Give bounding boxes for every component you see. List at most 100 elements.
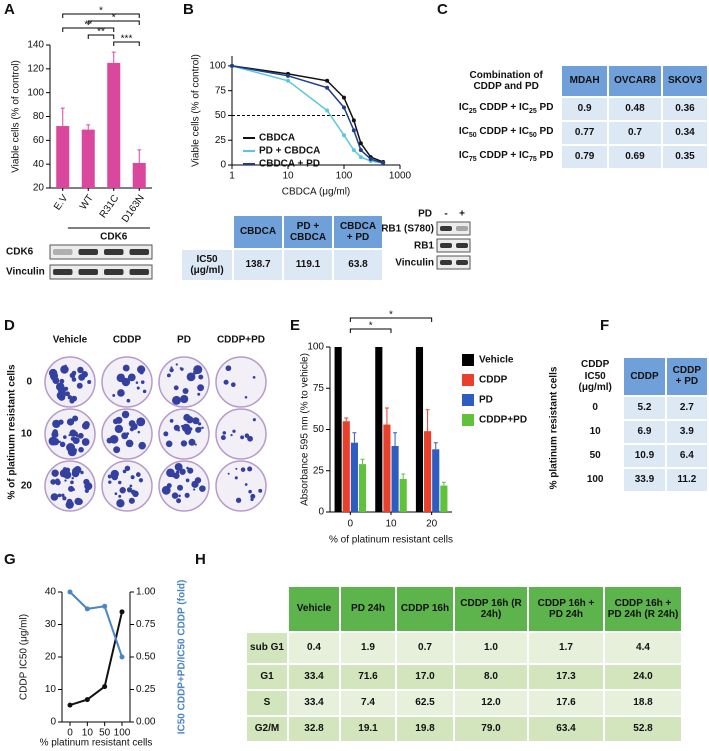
x-tick-label: 1 [229, 171, 235, 182]
plate-column-label: CDDP [113, 335, 142, 346]
y-tick-label: 40 [45, 587, 57, 598]
data-point [84, 606, 90, 612]
table-cell: 17.3 [529, 665, 603, 689]
table-row: IC50 CDDP + IC50 PD 0.77 0.7 0.34 [452, 122, 707, 144]
table-row: sub G1 0.4 1.9 0.7 1.0 1.7 4.4 [247, 633, 681, 663]
y-tick-label: 25 [215, 135, 227, 146]
colony [66, 418, 75, 426]
colony [194, 477, 202, 484]
colony [130, 489, 137, 495]
colony [173, 424, 180, 431]
y-tick-label: 0.00 [136, 717, 156, 728]
row-header: sub G1 [247, 633, 287, 663]
table-cell: 19.1 [341, 717, 395, 741]
plate-column-label: PD [177, 335, 191, 346]
colony [258, 488, 263, 493]
table-cell: 24.0 [605, 665, 681, 689]
y-tick-label: 0 [318, 507, 324, 518]
table-cell: 8.0 [455, 665, 527, 689]
table-cell: 11.2 [666, 468, 707, 491]
corner-header: Combination of CDDP and PD [469, 69, 543, 93]
y-tick-label: 100 [307, 342, 324, 353]
panel-letter: G [4, 551, 16, 568]
table-cell: 63.4 [529, 717, 603, 741]
panel-letter: A [4, 1, 15, 18]
colony [106, 437, 113, 444]
colony [198, 374, 204, 380]
y-axis-label: Absorbance 595 nm (% to vehicle) [300, 353, 311, 506]
table-cell: 4.4 [605, 633, 681, 663]
table-cell: 62.5 [397, 691, 453, 715]
legend-label: CDDP [479, 375, 508, 386]
colony [244, 395, 248, 399]
bar [132, 162, 146, 188]
colony [125, 439, 134, 448]
table-row: S 33.4 7.4 62.5 12.0 17.6 18.8 [247, 691, 681, 715]
colony [51, 469, 59, 477]
y-tick-label: 0.50 [136, 652, 156, 663]
error-bar [441, 481, 446, 486]
group-label: CDK6 [100, 232, 128, 243]
colony [117, 389, 125, 397]
bar [391, 446, 399, 512]
series-line [69, 591, 123, 658]
colony [68, 434, 71, 437]
table-cell: 0.36 [662, 98, 707, 120]
colony [78, 446, 84, 453]
plate [215, 460, 267, 512]
blot-band [129, 249, 149, 255]
data-point [286, 73, 290, 78]
colony [60, 365, 69, 374]
plate [215, 356, 267, 408]
table-row: CDDP IC50 (μg/ml) CDDP CDDP + PD [568, 358, 707, 395]
y-tick-label: 50 [215, 110, 227, 121]
column-header: CDDP + PD [666, 358, 707, 395]
colony [194, 443, 197, 446]
colony [58, 440, 61, 444]
colony [77, 432, 84, 439]
colony [107, 474, 112, 479]
colony [197, 422, 202, 426]
colony [121, 377, 131, 387]
blot-band [440, 226, 452, 231]
colony [84, 488, 89, 493]
blot [436, 238, 471, 253]
colony [193, 370, 198, 375]
column-header: CDDP 16h (R 24h) [455, 587, 527, 631]
table-cell: 17.0 [397, 665, 453, 689]
column-header: PD 24h [341, 587, 395, 631]
series-line [69, 611, 123, 707]
data-point [342, 105, 346, 110]
legend-label: PD + CBDCA [259, 146, 320, 157]
colony [64, 391, 70, 397]
y-tick-label: 140 [27, 40, 44, 51]
label-part: 50 [468, 131, 477, 139]
table-row: IC50 (μg/ml) 138.7 119.1 63.8 [182, 250, 382, 280]
data-point [342, 133, 346, 138]
table-cell: 33.4 [289, 665, 339, 689]
blot-band [129, 269, 149, 275]
colony [252, 375, 256, 379]
label-part: CDDP + IC [476, 149, 529, 161]
table-cell: 138.7 [234, 250, 282, 280]
y-axis-label: Viable cells (% of control) [11, 60, 22, 173]
blot-band [53, 269, 73, 275]
y-tick-label: 60 [33, 135, 45, 146]
colony [69, 372, 76, 379]
plate [215, 408, 267, 460]
colony [232, 429, 236, 433]
colony [182, 388, 189, 394]
bar [432, 449, 440, 512]
row-header: IC50 CDDP + IC50 PD [452, 122, 560, 144]
bar [81, 129, 95, 188]
table-cell: 119.1 [284, 250, 332, 280]
panel-letter: H [195, 551, 206, 568]
colony [73, 431, 78, 437]
error-bar [86, 124, 91, 130]
table-cell: 5.2 [624, 396, 665, 419]
bar [358, 464, 367, 512]
blot-label: CDK6 [6, 247, 34, 258]
data-point [358, 155, 363, 160]
table-row: Combination of CDDP and PD MDAH OVCAR8 SKOV… [452, 66, 707, 96]
